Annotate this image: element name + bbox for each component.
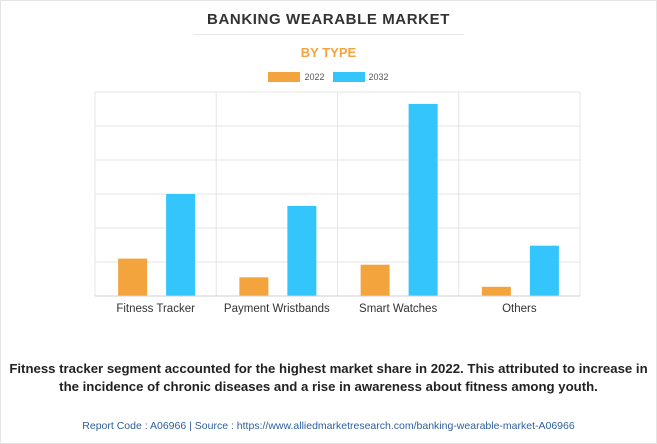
x-tick-label: Others bbox=[502, 303, 537, 315]
source-link[interactable]: Source : https://www.alliedmarketresearc… bbox=[194, 420, 575, 432]
chart-caption: Fitness tracker segment accounted for th… bbox=[9, 361, 648, 394]
bar-2032-payment-wristbands[interactable] bbox=[287, 205, 317, 296]
bar-2022-payment-wristbands[interactable] bbox=[239, 277, 269, 296]
legend-swatch-2022 bbox=[268, 72, 301, 82]
legend-label-2022: 2022 bbox=[304, 72, 325, 82]
x-tick-label: Payment Wristbands bbox=[224, 303, 330, 315]
bar-chart: Fitness Tracker Payment Wristbands Smart W… bbox=[94, 91, 581, 315]
bar-2022-fitness-tracker[interactable] bbox=[118, 258, 148, 296]
bar-2032-fitness-tracker[interactable] bbox=[166, 194, 196, 296]
chart-legend: 2022 2032 bbox=[0, 72, 657, 82]
legend-label-2032: 2032 bbox=[368, 72, 389, 82]
bar-2022-others[interactable] bbox=[481, 286, 511, 296]
legend-item-2022[interactable]: 2022 bbox=[268, 72, 325, 82]
chart-subtitle: BY TYPE bbox=[300, 45, 357, 60]
report-code: Report Code : A06966 bbox=[82, 420, 187, 432]
title-divider bbox=[193, 34, 464, 35]
chart-title: BANKING WEARABLE MARKET bbox=[207, 11, 450, 28]
bar-2022-smart-watches[interactable] bbox=[360, 264, 390, 296]
x-tick-label: Fitness Tracker bbox=[116, 303, 195, 315]
bar-2032-others[interactable] bbox=[529, 245, 559, 296]
bar-2032-smart-watches[interactable] bbox=[408, 103, 438, 297]
footer-separator: | bbox=[189, 420, 192, 432]
x-tick-label: Smart Watches bbox=[359, 303, 437, 315]
legend-swatch-2032 bbox=[332, 72, 365, 82]
legend-item-2032[interactable]: 2032 bbox=[332, 72, 389, 82]
report-footer: Report Code : A06966 | Source : https://… bbox=[0, 420, 657, 432]
